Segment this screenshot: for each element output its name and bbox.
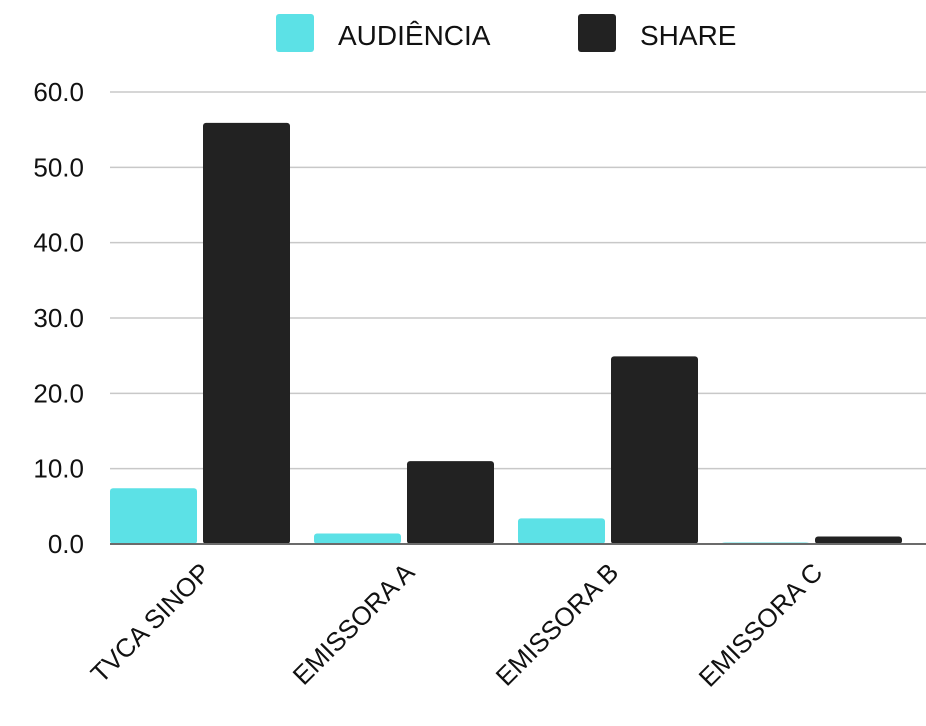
legend-swatch-audiencia xyxy=(276,14,314,52)
bar-share xyxy=(407,461,494,544)
x-category-label: EMISSORA A xyxy=(287,557,421,691)
x-category-label: TVCA SINOP xyxy=(85,557,217,689)
bar-share xyxy=(611,356,698,544)
y-tick-label: 30.0 xyxy=(33,303,84,333)
bar-share xyxy=(203,122,290,545)
bar-audiencia xyxy=(314,533,401,544)
bar-share xyxy=(815,536,902,544)
y-tick-label: 20.0 xyxy=(33,378,84,408)
y-axis: 0.0 10.0 20.0 30.0 40.0 50.0 60.0 xyxy=(33,77,84,559)
legend-label-audiencia: AUDIÊNCIA xyxy=(338,20,491,51)
x-category-label: EMISSORA C xyxy=(693,557,829,693)
x-category-label: EMISSORA B xyxy=(490,557,625,692)
y-tick-label: 50.0 xyxy=(33,152,84,182)
y-tick-label: 40.0 xyxy=(33,228,84,258)
y-tick-label: 60.0 xyxy=(33,77,84,107)
bars xyxy=(110,122,902,545)
x-axis: TVCA SINOP EMISSORA A EMISSORA B EMISSORA C xyxy=(85,557,829,693)
bar-audiencia xyxy=(518,518,605,544)
legend-swatch-share xyxy=(578,14,616,52)
bar-audiencia xyxy=(110,488,197,544)
legend: AUDIÊNCIA SHARE xyxy=(276,14,736,52)
legend-label-share: SHARE xyxy=(640,20,736,51)
y-tick-label: 0.0 xyxy=(48,529,84,559)
y-tick-label: 10.0 xyxy=(33,454,84,484)
